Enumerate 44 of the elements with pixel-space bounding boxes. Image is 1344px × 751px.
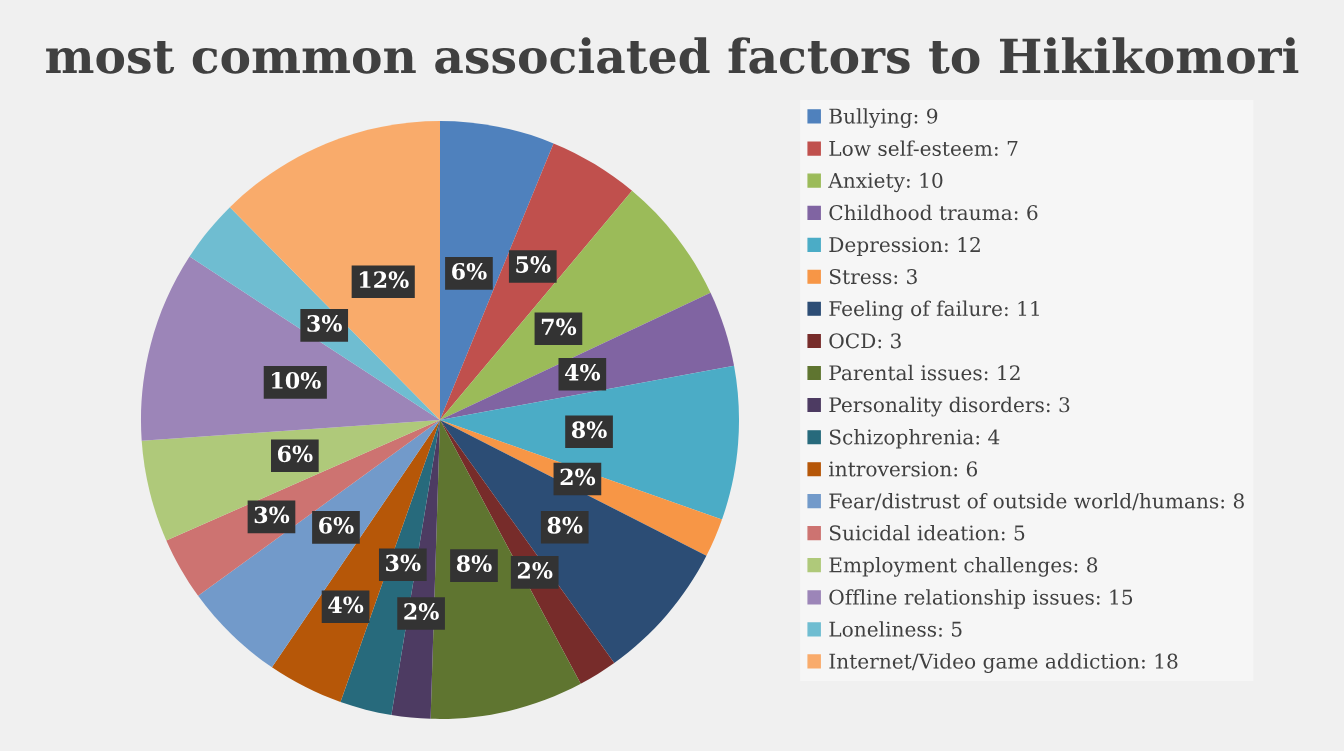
pie-slice <box>440 190 711 420</box>
chart-title: most common associated factors to Hikikomori <box>46 37 1299 74</box>
legend-label: Stress: 3 <box>829 268 917 285</box>
legend-label: Feeling of failure: 11 <box>829 300 1039 321</box>
data-label: 12% <box>359 271 409 289</box>
legend-label: Bullying: 9 <box>829 108 938 128</box>
data-label: 3% <box>307 315 342 332</box>
legend-label: Anxiety: 10 <box>828 172 943 193</box>
legend-label: Childhood trauma: 6 <box>829 204 1038 221</box>
legend-label: Personality disorders: 3 <box>829 396 1070 417</box>
pie-slice <box>440 420 707 664</box>
data-label: 2% <box>404 603 439 620</box>
data-label: 6% <box>277 445 313 463</box>
legend-label: OCD: 3 <box>829 333 901 349</box>
data-label: 6% <box>452 262 487 280</box>
legend-label: Low self-esteem: 7 <box>829 140 1018 156</box>
pie-slice <box>189 207 440 420</box>
data-label: 6% <box>319 517 354 534</box>
pie-slice <box>141 420 440 541</box>
data-label: 3% <box>386 554 421 572</box>
data-label: 2% <box>517 562 553 579</box>
legend-label: Loneliness: 5 <box>829 621 962 637</box>
legend-label: Offline relationship issues: 15 <box>829 589 1133 609</box>
legend-label: Suicidal ideation: 5 <box>829 524 1025 541</box>
data-label: 8% <box>547 516 583 534</box>
legend-label: introversion: 6 <box>828 461 978 477</box>
data-label: 5% <box>516 256 551 273</box>
data-label: 8% <box>571 421 607 439</box>
legend-label: Parental issues: 12 <box>829 364 1020 381</box>
pie-slice <box>229 120 440 420</box>
data-label: 7% <box>541 318 577 336</box>
data-label: 8% <box>456 555 492 573</box>
data-label: 4% <box>328 596 364 614</box>
legend-label: Fear/distrust of outside world/humans: 8 <box>829 492 1244 511</box>
data-label: 4% <box>564 363 601 381</box>
data-label: 3% <box>254 506 290 524</box>
legend-label: Employment challenges: 8 <box>829 556 1098 577</box>
legend-label: Schizophrenia: 4 <box>829 429 1000 449</box>
legend-label: Depression: 12 <box>829 236 980 257</box>
data-label: 2% <box>560 468 596 486</box>
legend-label: Internet/Video game addiction: 18 <box>829 653 1178 673</box>
pie-slice <box>141 256 440 441</box>
data-label: 10% <box>272 372 321 389</box>
pie-slice <box>198 420 440 668</box>
